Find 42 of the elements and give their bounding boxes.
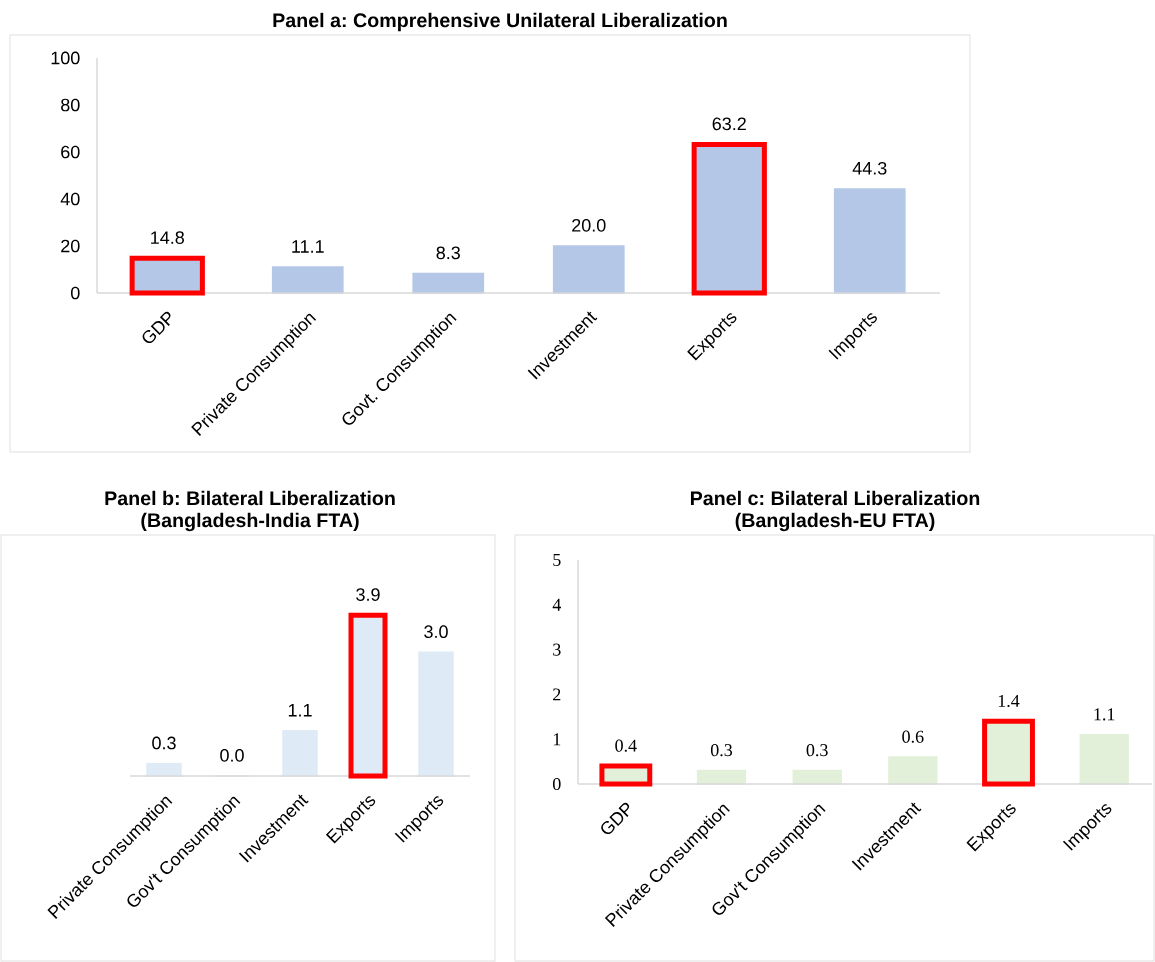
y-tick-label: 1 (553, 733, 561, 746)
data-label: 0.6 (902, 730, 924, 743)
data-label: 0.3 (806, 744, 828, 757)
data-label: 0.0 (220, 748, 244, 762)
y-tick-label: 100 (51, 51, 80, 65)
chart-subtitle: (Bangladesh-India FTA) (141, 512, 359, 532)
data-label: 44.3 (852, 161, 887, 175)
data-label: 8.3 (436, 246, 460, 260)
bar (412, 272, 485, 294)
bar (1079, 733, 1129, 785)
data-label: 0.3 (152, 736, 176, 750)
data-label: 1.1 (288, 704, 312, 717)
chart-title: Panel b: Bilateral Liberalization (105, 490, 395, 506)
data-label: 20.0 (572, 218, 606, 232)
data-label: 3.9 (356, 588, 380, 601)
chart-subtitle: (Bangladesh-EU FTA) (735, 512, 935, 532)
y-tick-label: 4 (552, 598, 562, 611)
y-tick-label: 40 (60, 192, 80, 206)
bar (888, 756, 938, 785)
chart-title: Panel a: Comprehensive Unilateral Liberalization (273, 12, 727, 32)
bar (271, 266, 344, 294)
y-tick-label: 60 (61, 145, 80, 159)
data-label: 0.3 (710, 744, 733, 757)
y-tick-label: 0 (71, 286, 80, 300)
data-label: 0.4 (615, 739, 637, 752)
chart-title: Panel c: Bilateral Liberalization (690, 490, 980, 506)
y-tick-label: 80 (61, 98, 80, 112)
data-label: 1.1 (1094, 708, 1115, 721)
bar (282, 729, 318, 777)
y-tick-label: 2 (553, 688, 561, 701)
y-tick-label: 0 (552, 777, 561, 791)
data-label: 63.2 (712, 117, 746, 131)
data-label: 11.1 (292, 240, 324, 253)
bar (552, 245, 625, 294)
data-label: 1.4 (998, 694, 1020, 708)
data-label: 14.8 (151, 231, 184, 244)
y-tick-label: 3 (553, 643, 561, 656)
bar (833, 188, 906, 294)
bar (418, 651, 454, 777)
data-label: 3.0 (424, 625, 448, 639)
y-tick-label: 5 (553, 554, 561, 566)
y-tick-label: 20 (61, 239, 80, 253)
